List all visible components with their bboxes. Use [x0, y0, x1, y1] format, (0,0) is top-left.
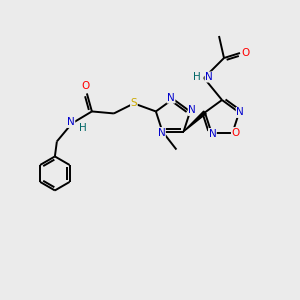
Polygon shape [184, 111, 206, 132]
Text: N: N [236, 107, 244, 117]
Text: O: O [82, 81, 90, 92]
Text: N: N [67, 117, 75, 128]
Text: N: N [167, 93, 175, 103]
Text: N: N [188, 105, 196, 116]
Text: N: N [158, 128, 165, 138]
Text: N: N [205, 72, 213, 82]
Text: N: N [208, 129, 216, 139]
Text: O: O [232, 128, 240, 138]
Text: O: O [242, 48, 250, 58]
Text: S: S [130, 98, 137, 108]
Text: H: H [79, 123, 87, 134]
Text: H: H [193, 72, 201, 82]
